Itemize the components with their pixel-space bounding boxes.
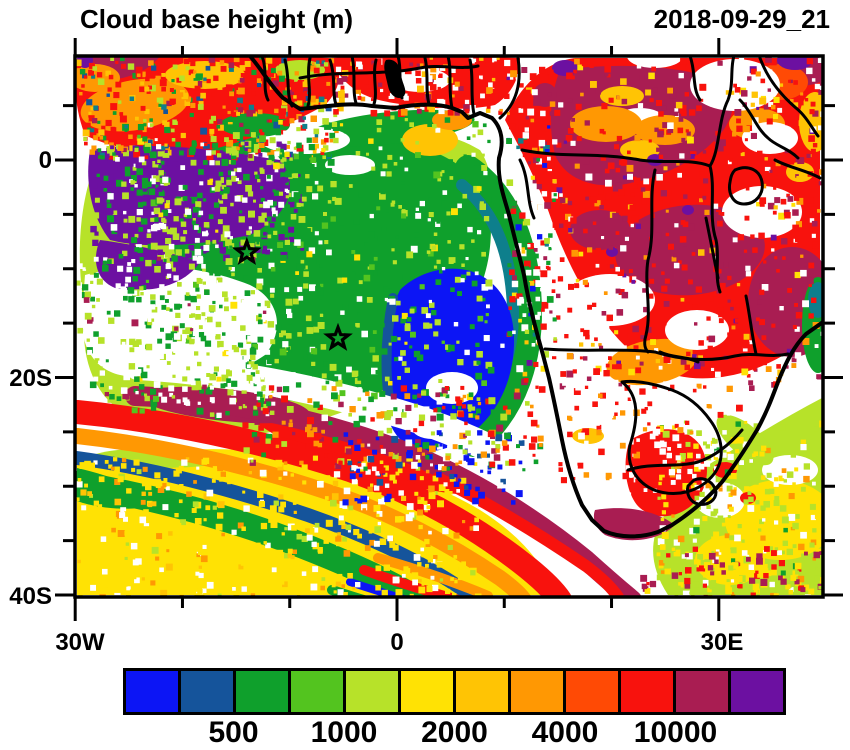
colorbar-label: 500 <box>208 716 259 749</box>
x-tick-label-30w: 30W <box>55 629 105 656</box>
colorbar-cell <box>236 671 291 712</box>
colorbar-cell <box>566 671 621 712</box>
coastline-and-borders <box>248 56 823 539</box>
map-frame <box>73 54 825 599</box>
colorbar-label: 1000 <box>310 716 378 749</box>
colorbar <box>123 668 786 715</box>
colorbar-cell <box>731 671 783 712</box>
colorbar-cell <box>346 671 401 712</box>
figure-timestamp: 2018-09-29_21 <box>653 4 830 34</box>
star-marker <box>231 236 262 265</box>
axis-labels: 0 20S 40S 30W 0 30E <box>9 147 743 656</box>
x-tick-label-30e: 30E <box>701 629 744 656</box>
colorbar-cell <box>456 671 511 712</box>
colorbar-label: 4000 <box>531 716 599 749</box>
star-marker <box>323 322 353 351</box>
axis-ticks <box>55 38 843 621</box>
colorbar-cell <box>676 671 731 712</box>
colorbar-cell <box>291 671 346 712</box>
x-tick-label-0: 0 <box>390 629 403 656</box>
africa-coastline <box>248 56 823 539</box>
colorbar-cell <box>621 671 676 712</box>
star-markers <box>231 236 353 351</box>
y-tick-label-0: 0 <box>39 147 52 174</box>
colorbar-cell <box>511 671 566 712</box>
y-tick-label-40s: 40S <box>9 583 52 610</box>
colorbar-cell <box>181 671 236 712</box>
lake-volta <box>384 59 406 98</box>
colorbar-label: 10000 <box>633 716 718 749</box>
map-canvas <box>75 56 823 597</box>
colorbar-label: 2000 <box>421 716 488 749</box>
colorbar-cell <box>401 671 456 712</box>
figure-title: Cloud base height (m) <box>80 4 353 34</box>
y-tick-label-20s: 20S <box>9 365 52 392</box>
colorbar-cell <box>126 671 181 712</box>
